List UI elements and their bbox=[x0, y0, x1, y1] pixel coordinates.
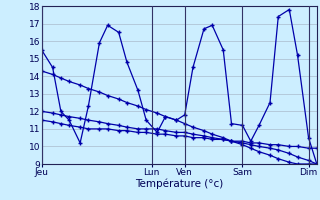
X-axis label: Température (°c): Température (°c) bbox=[135, 179, 223, 189]
